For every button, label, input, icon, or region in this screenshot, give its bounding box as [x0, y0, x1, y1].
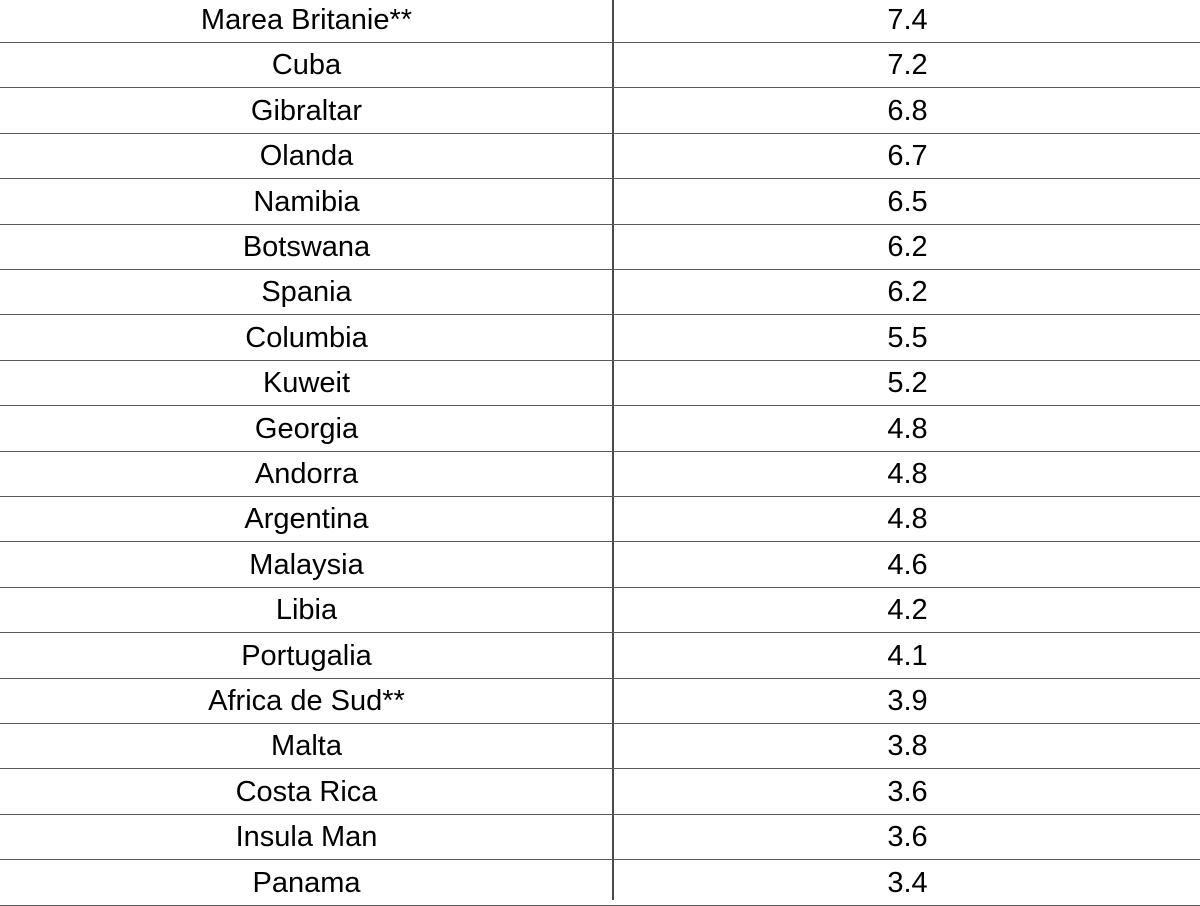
country-cell: Marea Britanie**	[200, 4, 413, 36]
table-row: Argentina 4.8	[0, 497, 1200, 543]
table-row: Spania 6.2	[0, 270, 1200, 316]
table-row: Portugalia 4.1	[0, 634, 1200, 679]
table-row: Gibraltar 6.8	[0, 89, 1200, 134]
country-cell: Africa de Sud**	[208, 685, 405, 717]
country-cell: Argentina	[244, 503, 369, 536]
table-row: Andorra 4.8	[0, 452, 1200, 497]
value-cell: 4.1	[887, 639, 928, 672]
country-cell: Columbia	[245, 321, 368, 354]
country-cell: Kuweit	[262, 367, 351, 400]
country-cell: Costa Rica	[235, 775, 378, 808]
table-row: Botswana 6.2	[0, 225, 1200, 270]
table-row: Olanda 6.7	[0, 134, 1200, 180]
country-cell: Cuba	[271, 49, 342, 82]
value-cell: 4.8	[887, 412, 928, 445]
value-cell: 4.2	[887, 594, 928, 627]
value-cell: 3.8	[887, 730, 928, 763]
table-row: Georgia 4.8	[0, 407, 1200, 452]
table-row: Malta 3.8	[0, 724, 1200, 770]
value-cell: 6.2	[887, 231, 928, 263]
value-cell: 6.8	[887, 94, 928, 127]
value-cell: 5.2	[887, 367, 928, 400]
value-cell: 4.8	[887, 458, 928, 490]
country-cell: Spania	[261, 276, 352, 309]
column-divider	[612, 0, 614, 900]
value-cell: 7.2	[887, 49, 928, 82]
country-cell: Panama	[252, 866, 361, 899]
country-cell: Malaysia	[249, 548, 364, 581]
country-cell: Libia	[275, 594, 338, 627]
country-cell: Andorra	[254, 458, 359, 490]
value-cell: 3.6	[887, 821, 928, 854]
country-cell: Botswana	[242, 231, 371, 263]
value-cell: 6.2	[887, 276, 928, 309]
table-row: Costa Rica 3.6	[0, 770, 1200, 815]
value-cell: 5.5	[887, 321, 928, 354]
value-cell: 6.5	[887, 185, 928, 218]
country-cell: Portugalia	[241, 639, 372, 672]
country-cell: Namibia	[253, 185, 360, 218]
table-row: Namibia 6.5	[0, 180, 1200, 225]
table-row: Insula Man 3.6	[0, 815, 1200, 861]
table-row: Cuba 7.2	[0, 43, 1200, 89]
value-cell: 3.9	[887, 685, 928, 717]
table-row: Marea Britanie** 7.4	[0, 0, 1200, 43]
table-row: Kuweit 5.2	[0, 361, 1200, 407]
table-row: Libia 4.2	[0, 588, 1200, 634]
country-cell: Olanda	[259, 140, 354, 173]
country-cell: Insula Man	[235, 821, 378, 854]
table-row: Columbia 5.5	[0, 316, 1200, 361]
table-row: Africa de Sud** 3.9	[0, 679, 1200, 724]
country-cell: Georgia	[254, 412, 359, 445]
value-cell: 4.6	[887, 548, 928, 581]
country-cell: Malta	[271, 730, 342, 763]
country-cell: Gibraltar	[250, 94, 363, 127]
value-cell: 7.4	[887, 4, 928, 36]
value-cell: 6.7	[887, 140, 928, 173]
value-cell: 3.4	[887, 866, 928, 899]
table-row: Malaysia 4.6	[0, 543, 1200, 588]
value-cell: 4.8	[887, 503, 928, 536]
value-cell: 3.6	[887, 775, 928, 808]
table-row: Panama 3.4	[0, 861, 1200, 906]
